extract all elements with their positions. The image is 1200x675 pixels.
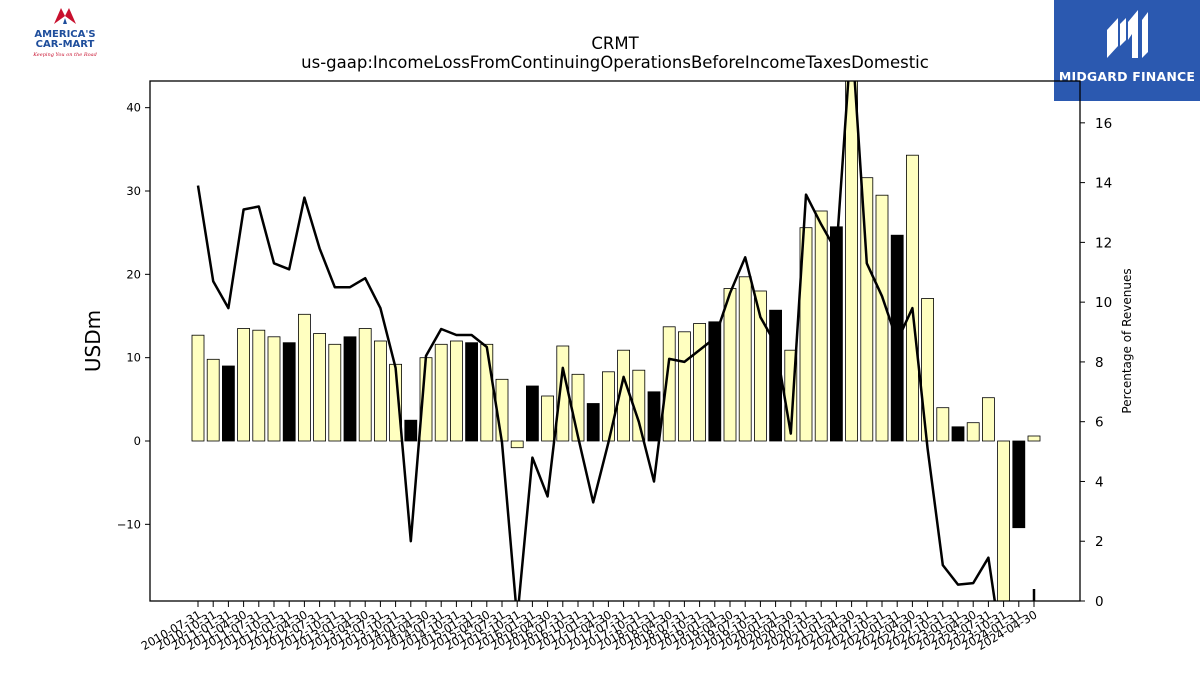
- y-tick-label-right: 6: [1095, 415, 1104, 431]
- bar: [966, 422, 980, 442]
- bar: [860, 177, 874, 442]
- y-axis-label-left: USDm: [81, 310, 105, 372]
- y-tick-label-right: 16: [1095, 116, 1112, 132]
- bar: [480, 343, 494, 442]
- bar: [510, 440, 524, 449]
- y-tick-label-right: 4: [1095, 474, 1104, 490]
- bar: [343, 336, 357, 442]
- bar: [328, 343, 342, 442]
- y-tick-label-left: −10: [117, 517, 141, 531]
- bar: [997, 440, 1010, 601]
- bar: [586, 403, 600, 442]
- bar: [541, 395, 554, 442]
- bar: [373, 340, 387, 442]
- bar: [982, 397, 995, 442]
- bar: [404, 419, 418, 442]
- logo-line-1: AMERICA'S: [34, 29, 96, 40]
- bar: [830, 226, 843, 442]
- bar: [358, 328, 372, 442]
- bar: [434, 343, 448, 442]
- bar: [723, 288, 737, 442]
- plot-frame: [149, 80, 1081, 602]
- bar: [237, 328, 251, 442]
- bar: [799, 227, 813, 442]
- midgard-finance-wordmark: MIDGARD FINANCE: [1058, 69, 1196, 84]
- bar: [708, 321, 722, 442]
- bar: [267, 336, 281, 442]
- y-tick-label-right: 0: [1095, 594, 1104, 610]
- bar: [936, 407, 950, 442]
- bar: [602, 371, 615, 442]
- bar: [814, 210, 828, 442]
- bar: [754, 290, 767, 442]
- bar: [282, 342, 296, 442]
- logo-tagline: Keeping You on the Road: [33, 52, 97, 58]
- y-tick-label-right: 2: [1095, 534, 1104, 550]
- y-tick-label-left: 10: [126, 351, 141, 365]
- bar: [313, 333, 327, 442]
- chart-title: CRMT: [591, 34, 639, 53]
- line-series: [196, 81, 1036, 601]
- line-segment: [196, 81, 997, 601]
- bar: [526, 385, 539, 442]
- bar: [906, 154, 919, 442]
- y-tick-label-left: 20: [126, 267, 141, 281]
- y-tick-label-left: 0: [134, 434, 141, 448]
- americas-car-mart-logo: AMERICA'S CAR-MART Keeping You on the Ro…: [22, 6, 108, 58]
- logo-line-2: CAR-MART: [35, 39, 95, 50]
- y-tick-label-left: 30: [126, 184, 141, 198]
- car-mart-emblem-icon: [54, 8, 76, 24]
- bar: [662, 326, 676, 442]
- y-tick-label-right: 10: [1095, 295, 1112, 311]
- bar: [678, 331, 691, 442]
- bar: [206, 358, 220, 442]
- bar: [465, 342, 479, 442]
- y-tick-label-right: 14: [1095, 176, 1112, 192]
- bar: [693, 323, 706, 442]
- bar: [191, 334, 205, 442]
- bar: [951, 426, 965, 442]
- bar: [1012, 440, 1026, 529]
- bar: [297, 313, 311, 442]
- axes: −1001020304002468101214162010-07-312010-…: [117, 80, 1112, 653]
- midgard-finance-logo: MIDGARD FINANCE: [1054, 0, 1200, 101]
- bar: [252, 329, 266, 442]
- chart-subtitle: us-gaap:IncomeLossFromContinuingOperatio…: [301, 53, 929, 72]
- bar: [1027, 435, 1041, 442]
- bar: [738, 276, 752, 442]
- y-tick-label-right: 8: [1095, 355, 1104, 371]
- bar: [449, 340, 463, 442]
- y-tick-label-left: 40: [126, 101, 141, 115]
- bar: [647, 391, 661, 442]
- bar: [845, 81, 858, 442]
- bar: [875, 194, 889, 442]
- midgard-emblem-icon: [1107, 10, 1148, 58]
- bar-series: [191, 81, 1041, 601]
- y-axis-label-right: Percentage of Revenues: [1120, 268, 1134, 413]
- y-tick-label-right: 12: [1095, 235, 1112, 251]
- bar: [221, 365, 235, 442]
